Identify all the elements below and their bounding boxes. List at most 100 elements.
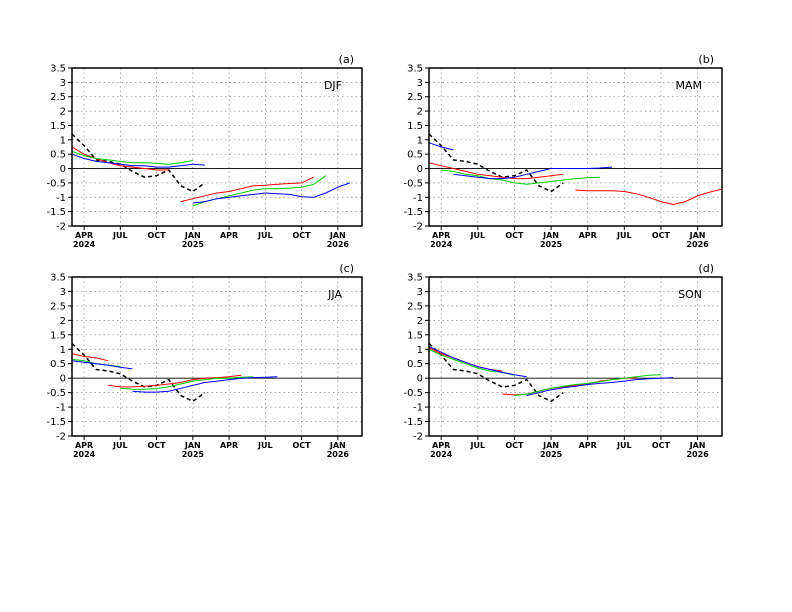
y-tick-label: -1 <box>56 193 66 204</box>
forecast-series-line <box>441 169 600 185</box>
x-tick-label: JAN <box>184 231 201 240</box>
x-tick-label: JUL <box>616 231 632 240</box>
x-tick-year-label: 2024 <box>73 450 96 459</box>
y-tick-label: 1.5 <box>407 121 423 132</box>
x-tick-label: OCT <box>652 441 671 450</box>
y-tick-label: 1.5 <box>407 330 423 341</box>
x-tick-year-label: 2024 <box>430 240 453 249</box>
y-tick-label: 0.5 <box>407 150 423 161</box>
observed-series-line <box>428 133 564 193</box>
y-tick-label: -1.5 <box>46 417 66 428</box>
y-tick-label: 2 <box>417 107 423 118</box>
y-tick-label: 1 <box>60 135 66 146</box>
x-tick-label: JAN <box>329 441 346 450</box>
x-tick-label: APR <box>579 231 597 240</box>
x-tick-year-label: 2024 <box>430 450 453 459</box>
y-tick-label: 2 <box>60 107 66 118</box>
y-tick-label: 0 <box>60 164 66 175</box>
y-tick-label: -2 <box>413 432 423 443</box>
x-tick-label: OCT <box>505 441 524 450</box>
y-tick-label: 1.5 <box>50 330 66 341</box>
y-tick-label: 1 <box>60 345 66 356</box>
forecast-series-line <box>428 142 454 151</box>
season-label: DJF <box>324 79 342 92</box>
panel-label: (a) <box>339 53 354 66</box>
x-tick-year-label: 2026 <box>327 240 350 249</box>
y-tick-label: 0 <box>417 374 423 385</box>
x-tick-label: JUL <box>470 441 486 450</box>
forecast-series-line <box>71 360 133 370</box>
y-tick-label: -0.5 <box>403 178 423 189</box>
forecast-series-line <box>526 377 674 396</box>
x-tick-label: APR <box>220 231 238 240</box>
forecast-series-line <box>71 153 205 168</box>
forecast-series-line <box>453 166 613 180</box>
x-tick-label: OCT <box>148 441 167 450</box>
x-tick-label: APR <box>75 231 93 240</box>
y-tick-label: 0.5 <box>407 359 423 370</box>
y-tick-label: -1 <box>413 193 423 204</box>
x-tick-year-label: 2026 <box>686 240 709 249</box>
x-tick-label: JAN <box>329 231 346 240</box>
y-tick-label: -2 <box>56 432 66 443</box>
y-tick-label: 2.5 <box>407 92 423 103</box>
y-tick-label: -0.5 <box>46 388 66 399</box>
y-tick-label: 3.5 <box>50 273 66 284</box>
y-tick-label: -2 <box>56 222 66 233</box>
y-tick-label: 0.5 <box>50 150 66 161</box>
observed-series-line <box>71 133 206 193</box>
x-tick-year-label: 2025 <box>182 450 205 459</box>
y-tick-label: 3 <box>60 78 66 89</box>
x-tick-label: OCT <box>148 231 167 240</box>
y-tick-label: 2.5 <box>50 301 66 312</box>
x-tick-year-label: 2026 <box>327 450 350 459</box>
forecast-series-line <box>428 345 527 378</box>
season-label: JJA <box>327 288 342 301</box>
forecast-series-line <box>120 376 254 390</box>
plot-frame <box>428 67 723 227</box>
x-tick-label: OCT <box>293 231 312 240</box>
x-tick-label: APR <box>220 441 238 450</box>
y-tick-label: -1.5 <box>403 207 423 218</box>
forecast-series-line <box>71 150 193 165</box>
y-tick-label: 3.5 <box>407 273 423 284</box>
season-label: MAM <box>675 79 702 92</box>
y-tick-label: -2 <box>413 222 423 233</box>
panel-label: (c) <box>339 262 354 275</box>
y-tick-label: 3 <box>417 287 423 298</box>
x-tick-label: APR <box>579 441 597 450</box>
x-tick-year-label: 2025 <box>540 240 563 249</box>
x-tick-label: JUL <box>112 441 128 450</box>
x-tick-label: JUL <box>112 231 128 240</box>
y-tick-label: 3.5 <box>50 64 66 75</box>
panel-label: (b) <box>698 53 714 66</box>
x-tick-label: OCT <box>505 231 524 240</box>
y-tick-label: -1 <box>413 403 423 414</box>
x-tick-label: APR <box>75 441 93 450</box>
y-tick-label: 0.5 <box>50 359 66 370</box>
x-tick-label: JUL <box>257 231 273 240</box>
panel-label: (d) <box>698 262 714 275</box>
x-tick-label: JAN <box>184 441 201 450</box>
y-tick-label: 2 <box>417 316 423 327</box>
x-tick-label: APR <box>432 441 450 450</box>
forecast-series-line <box>108 374 242 388</box>
x-tick-year-label: 2025 <box>540 450 563 459</box>
y-tick-label: 2.5 <box>50 92 66 103</box>
y-tick-label: 0 <box>417 164 423 175</box>
y-tick-label: 3 <box>417 78 423 89</box>
x-tick-label: JUL <box>616 441 632 450</box>
y-tick-label: 3 <box>60 287 66 298</box>
forecast-series-line <box>575 188 723 206</box>
x-tick-label: JAN <box>689 441 706 450</box>
x-tick-label: JAN <box>689 231 706 240</box>
y-tick-label: 1 <box>417 135 423 146</box>
forecast-series-line <box>71 353 109 362</box>
x-tick-label: JUL <box>470 231 486 240</box>
forecast-series-line <box>132 376 278 393</box>
forecast-series-line <box>428 162 564 180</box>
observed-series-line <box>428 342 564 403</box>
x-tick-year-label: 2024 <box>73 240 96 249</box>
